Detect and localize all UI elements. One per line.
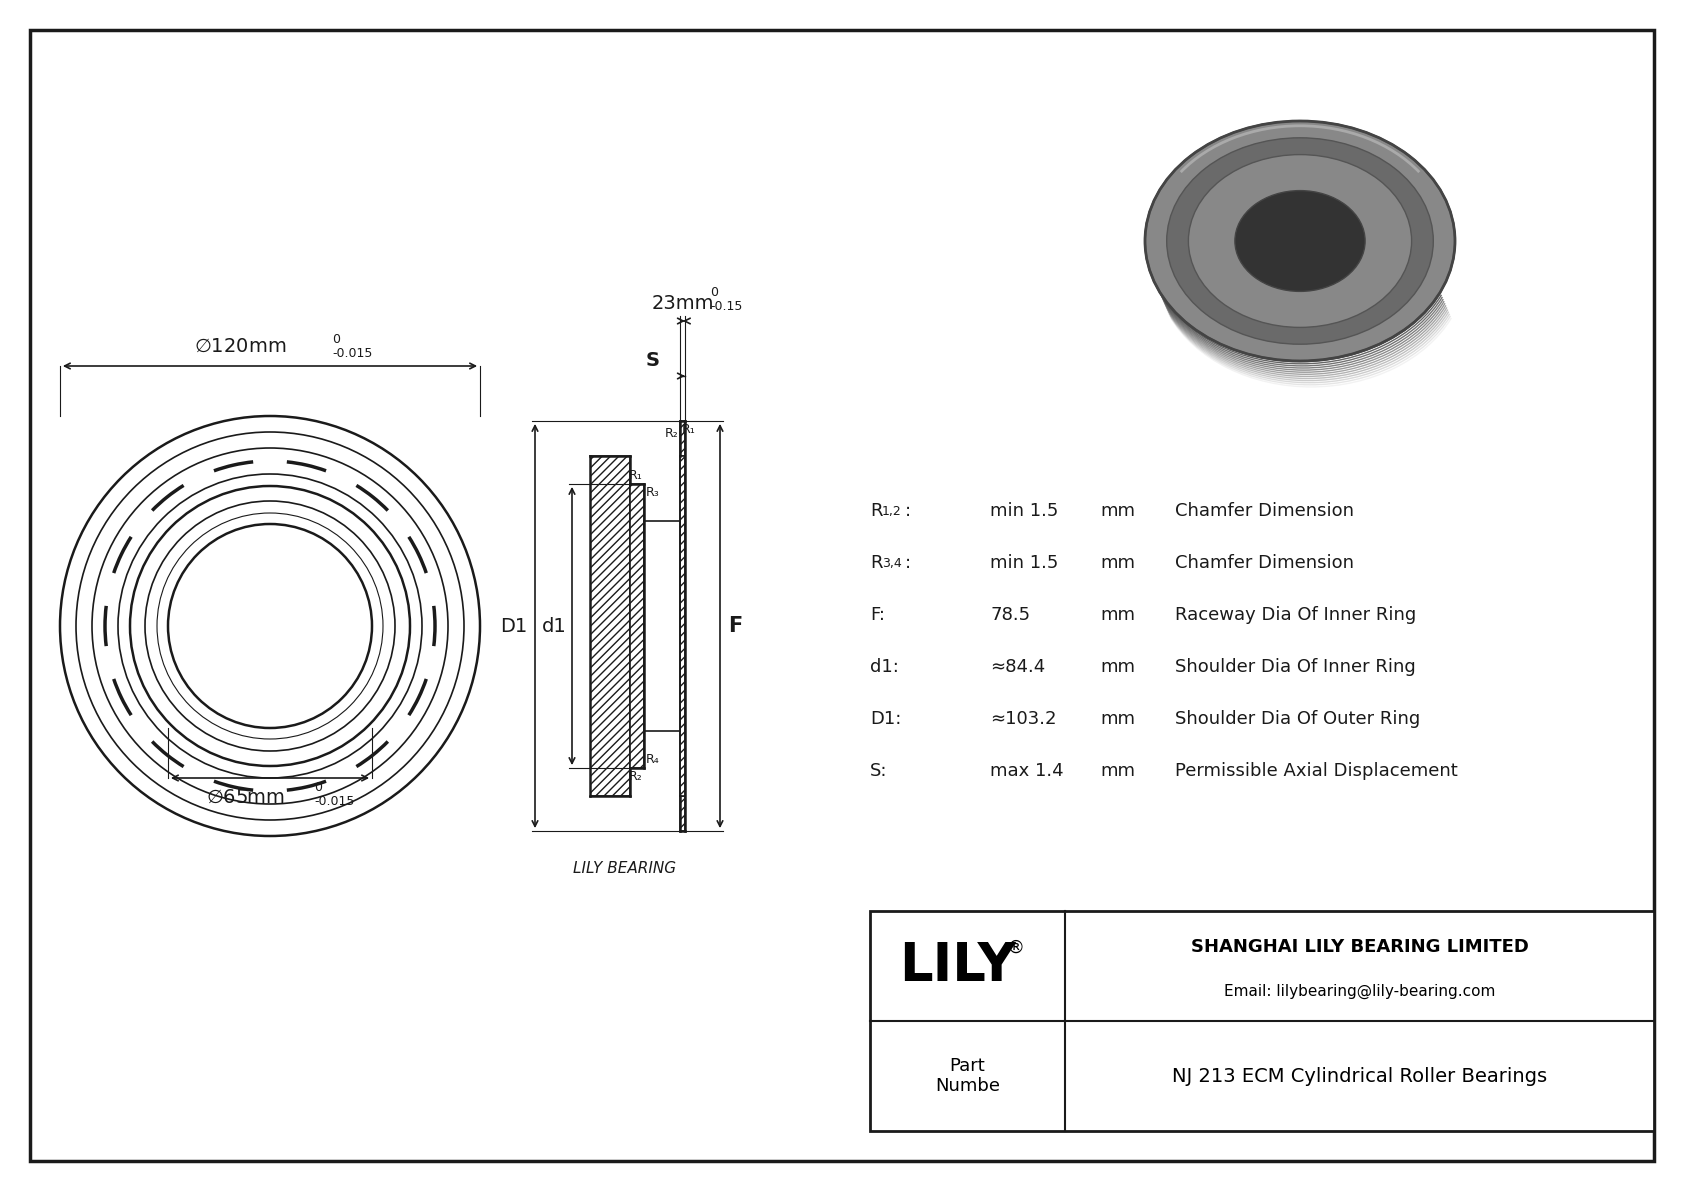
Text: ≈84.4: ≈84.4 [990,657,1046,676]
Text: mm: mm [1100,762,1135,780]
Text: D1:: D1: [871,710,901,728]
Text: ≈103.2: ≈103.2 [990,710,1056,728]
Text: mm: mm [1100,606,1135,624]
Text: 0: 0 [313,781,322,794]
Text: SHANGHAI LILY BEARING LIMITED: SHANGHAI LILY BEARING LIMITED [1191,939,1529,956]
Text: :: : [904,554,911,572]
Text: LILY BEARING: LILY BEARING [574,861,677,877]
Text: R₂: R₂ [628,771,642,782]
Bar [680,456,685,796]
Text: mm: mm [1100,554,1135,572]
Text: D1: D1 [500,617,527,636]
Text: $\varnothing$120mm: $\varnothing$120mm [194,337,286,356]
Text: max 1.4: max 1.4 [990,762,1064,780]
Text: 23mm: 23mm [652,294,714,313]
Text: R₁: R₁ [628,469,642,482]
Text: 3,4: 3,4 [882,556,901,569]
Ellipse shape [1167,138,1433,344]
Text: mm: mm [1100,501,1135,520]
Text: R₂: R₂ [663,428,679,439]
Text: R: R [871,501,882,520]
Ellipse shape [1234,191,1366,292]
Text: -0.015: -0.015 [332,347,372,360]
Bar [643,520,680,731]
Text: -0.15: -0.15 [711,300,743,313]
Text: NJ 213 ECM Cylindrical Roller Bearings: NJ 213 ECM Cylindrical Roller Bearings [1172,1066,1548,1085]
Text: R₁: R₁ [682,423,695,436]
Text: S:: S: [871,762,887,780]
Text: Chamfer Dimension: Chamfer Dimension [1175,554,1354,572]
Text: Shoulder Dia Of Inner Ring: Shoulder Dia Of Inner Ring [1175,657,1416,676]
Text: Chamfer Dimension: Chamfer Dimension [1175,501,1354,520]
Text: F: F [727,616,743,636]
Text: d1: d1 [542,617,568,636]
Text: mm: mm [1100,657,1135,676]
Text: $\varnothing$65mm: $\varnothing$65mm [205,788,285,807]
Text: Shoulder Dia Of Outer Ring: Shoulder Dia Of Outer Ring [1175,710,1420,728]
Text: Raceway Dia Of Inner Ring: Raceway Dia Of Inner Ring [1175,606,1416,624]
Bar [630,484,643,768]
Text: Permissible Axial Displacement: Permissible Axial Displacement [1175,762,1458,780]
Text: LILY: LILY [899,940,1015,992]
Text: :: : [904,501,911,520]
Bar [680,420,685,456]
Text: R₃: R₃ [647,486,660,499]
Bar [680,796,685,831]
Text: Email: lilybearing@lily-bearing.com: Email: lilybearing@lily-bearing.com [1224,984,1495,999]
Text: Part
Numbe: Part Numbe [935,1056,1000,1096]
Ellipse shape [1145,121,1455,361]
Bar [871,911,1654,1131]
Ellipse shape [1189,155,1411,328]
Text: mm: mm [1100,710,1135,728]
Bar [579,456,589,796]
Text: -0.015: -0.015 [313,796,354,807]
Text: ®: ® [1007,939,1024,958]
Text: F:: F: [871,606,886,624]
Text: d1:: d1: [871,657,899,676]
Text: 1,2: 1,2 [882,505,901,518]
Text: R: R [871,554,882,572]
Text: S: S [645,351,660,370]
Text: min 1.5: min 1.5 [990,501,1058,520]
Text: 0: 0 [711,286,719,299]
Bar [589,456,630,796]
Text: min 1.5: min 1.5 [990,554,1058,572]
Text: 0: 0 [332,333,340,347]
Text: R₄: R₄ [647,753,660,766]
Text: 78.5: 78.5 [990,606,1031,624]
